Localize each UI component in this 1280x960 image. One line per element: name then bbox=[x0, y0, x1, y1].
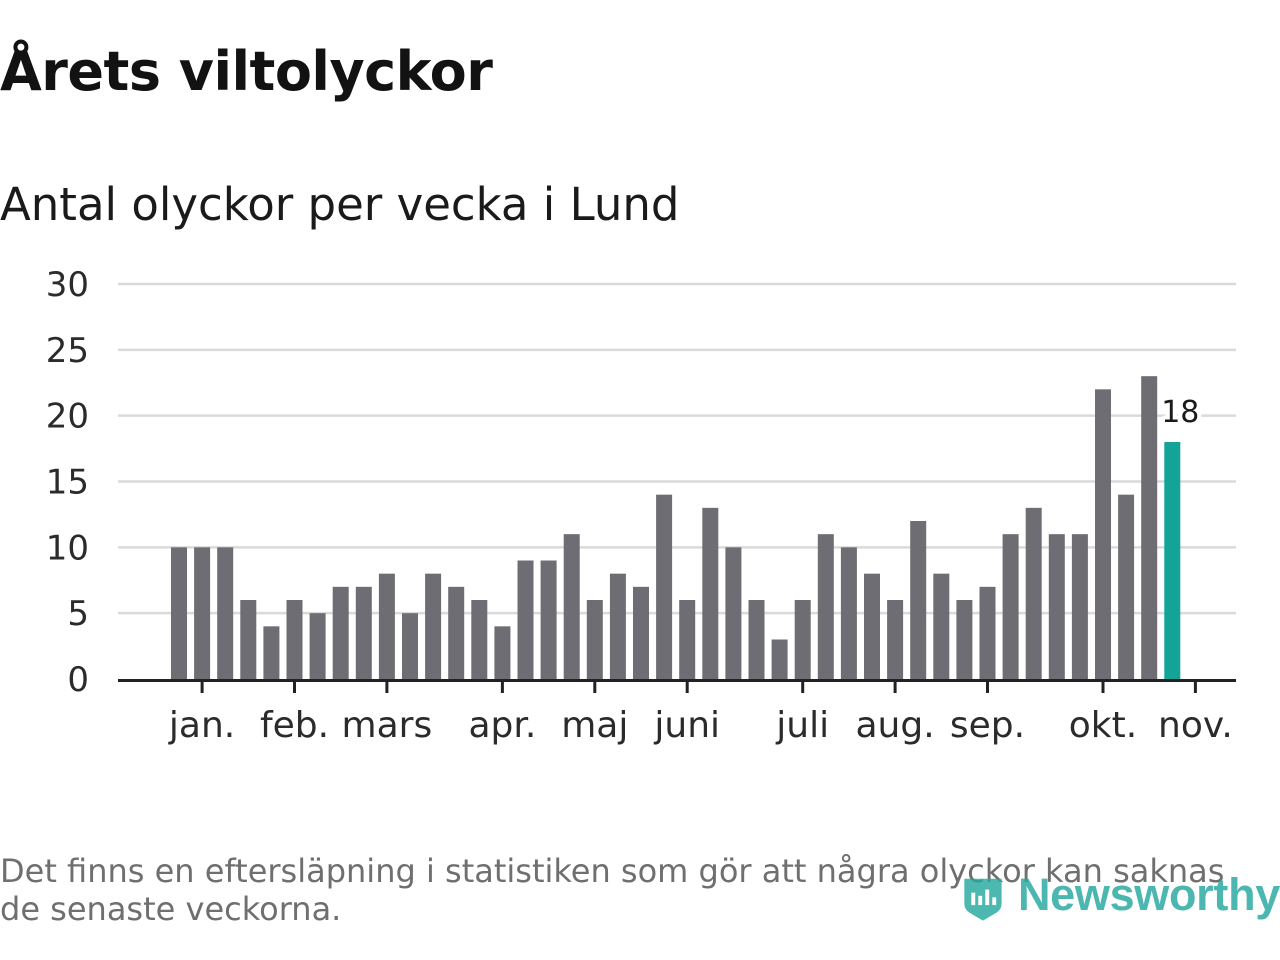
bar bbox=[771, 639, 788, 679]
x-tick-label: mars bbox=[342, 705, 433, 746]
bar bbox=[817, 534, 834, 679]
x-tick-label: jan. bbox=[168, 705, 235, 746]
bar-chart: 0 5 10 15 20 25 30 jan. feb. mars apr. maj juni juli a… bbox=[46, 265, 1236, 746]
x-tick-label: feb. bbox=[260, 705, 329, 746]
bar bbox=[979, 586, 996, 679]
highlighted-bar bbox=[1164, 442, 1181, 679]
bar bbox=[471, 600, 488, 679]
data-label: 18 bbox=[1161, 395, 1199, 430]
bar bbox=[748, 600, 765, 679]
bar bbox=[679, 600, 696, 679]
bar bbox=[540, 560, 557, 679]
bar bbox=[656, 494, 673, 679]
bar bbox=[840, 547, 857, 679]
y-tick-label: 20 bbox=[46, 397, 89, 437]
bar bbox=[586, 600, 603, 679]
bar bbox=[494, 626, 511, 679]
y-tick-label: 10 bbox=[46, 528, 89, 568]
bar bbox=[1002, 534, 1019, 679]
bar bbox=[1118, 494, 1135, 679]
bar bbox=[1095, 389, 1111, 679]
bar bbox=[332, 586, 349, 679]
bar bbox=[355, 586, 372, 679]
bar bbox=[1141, 376, 1158, 679]
bar bbox=[563, 534, 580, 679]
bar bbox=[956, 600, 973, 679]
y-tick-label: 5 bbox=[67, 594, 89, 634]
chart-title: Årets viltolyckor bbox=[0, 40, 493, 103]
bar bbox=[1048, 534, 1065, 679]
bar bbox=[1025, 507, 1042, 679]
y-tick-label: 0 bbox=[67, 660, 89, 700]
bar bbox=[240, 600, 257, 679]
newsworthy-logo: Newsworthy bbox=[962, 860, 1280, 930]
x-tick-label: okt. bbox=[1069, 705, 1137, 746]
bar bbox=[910, 521, 927, 679]
bar bbox=[286, 600, 303, 679]
bar bbox=[887, 600, 904, 679]
y-tick-label: 15 bbox=[46, 463, 89, 503]
bar bbox=[402, 613, 418, 679]
bar bbox=[217, 547, 234, 679]
x-tick-label: maj bbox=[561, 705, 628, 746]
bar bbox=[517, 560, 534, 679]
bar bbox=[933, 573, 950, 679]
bar bbox=[171, 547, 187, 679]
bar bbox=[702, 507, 719, 679]
x-tick-label: aug. bbox=[856, 705, 935, 746]
bar bbox=[425, 573, 442, 679]
footnote: Det finns en eftersläpning i statistiken… bbox=[0, 852, 1225, 928]
x-tick-label: juli bbox=[775, 705, 829, 746]
brand-name: Newsworthy bbox=[1017, 869, 1280, 920]
bar bbox=[263, 626, 280, 679]
bar bbox=[194, 547, 211, 679]
bar bbox=[609, 573, 626, 679]
bar bbox=[1071, 534, 1088, 679]
x-tick-label: nov. bbox=[1158, 705, 1233, 746]
data-label-halo: 18 bbox=[1161, 395, 1199, 430]
bar bbox=[864, 573, 880, 679]
bar bbox=[794, 600, 811, 679]
x-tick-label: sep. bbox=[950, 705, 1025, 746]
bar bbox=[448, 586, 465, 679]
bar bbox=[378, 573, 395, 679]
bar bbox=[633, 586, 649, 679]
newsworthy-logo-icon bbox=[964, 878, 1002, 921]
x-tick-label: juni bbox=[653, 705, 720, 746]
bar bbox=[725, 547, 742, 679]
bar bbox=[309, 613, 326, 679]
y-tick-label: 30 bbox=[46, 265, 89, 305]
chart-subtitle: Antal olyckor per vecka i Lund bbox=[0, 178, 680, 231]
x-tick-label: apr. bbox=[468, 705, 536, 746]
y-tick-label: 25 bbox=[46, 331, 89, 371]
